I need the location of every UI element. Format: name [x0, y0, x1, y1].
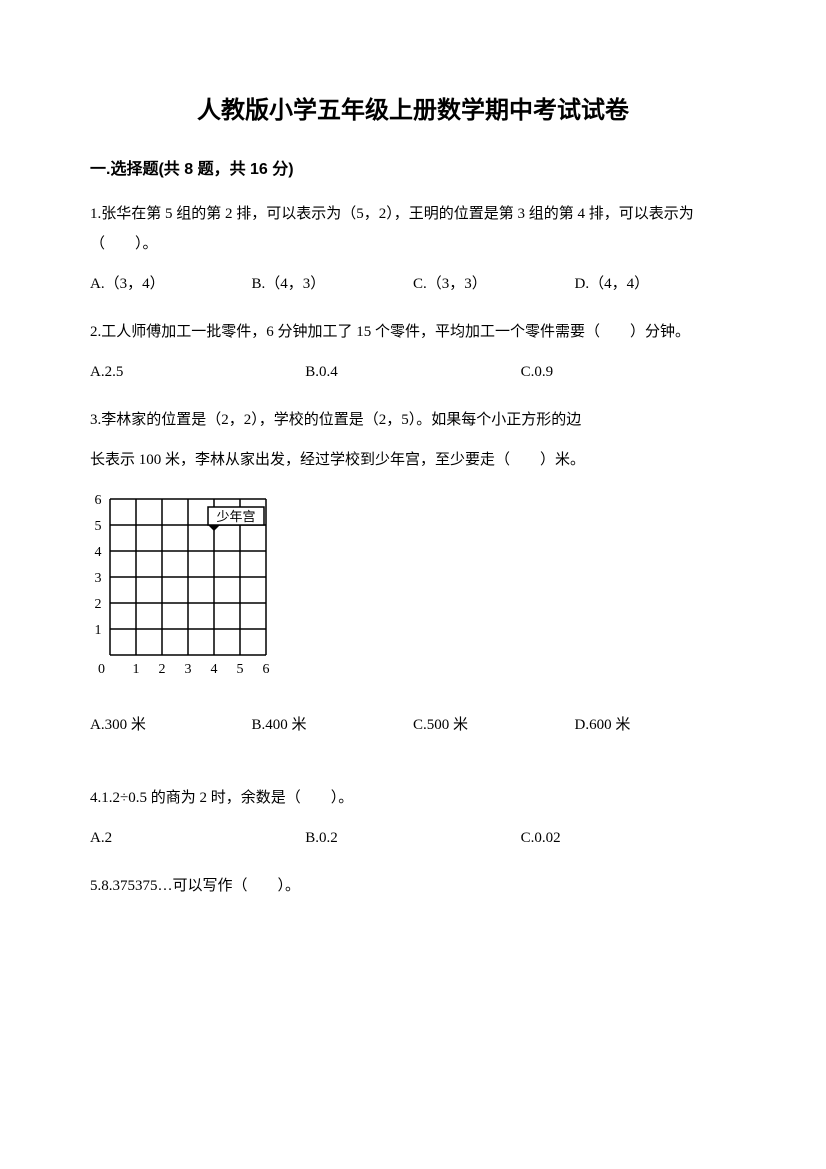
question-3-text-line2: 长表示 100 米，李林从家出发，经过学校到少年宫，至少要走（ ）米。: [90, 445, 736, 475]
q3-option-b: B.400 米: [252, 710, 414, 740]
question-1-text: 1.张华在第 5 组的第 2 排，可以表示为（5，2），王明的位置是第 3 组的…: [90, 199, 736, 259]
question-2-options: A.2.5 B.0.4 C.0.9: [90, 357, 736, 387]
svg-text:少年宫: 少年宫: [216, 509, 255, 524]
q1-option-d: D.（4，4）: [575, 269, 737, 299]
svg-text:4: 4: [211, 662, 218, 677]
q1-option-b: B.（4，3）: [252, 269, 414, 299]
svg-text:2: 2: [95, 597, 102, 612]
page-title: 人教版小学五年级上册数学期中考试试卷: [90, 90, 736, 125]
svg-text:1: 1: [133, 662, 140, 677]
question-1-options: A.（3，4） B.（4，3） C.（3，3） D.（4，4）: [90, 269, 736, 299]
question-5: 5.8.375375…可以写作（ ）。: [90, 871, 736, 901]
svg-text:3: 3: [185, 662, 192, 677]
svg-text:6: 6: [263, 662, 270, 677]
q4-option-a: A.2: [90, 823, 305, 853]
question-5-text: 5.8.375375…可以写作（ ）。: [90, 871, 736, 901]
question-3: 3.李林家的位置是（2，2），学校的位置是（2，5）。如果每个小正方形的边 长表…: [90, 405, 736, 740]
svg-text:5: 5: [95, 519, 102, 534]
section-header: 一.选择题(共 8 题，共 16 分): [90, 155, 736, 179]
q2-option-a: A.2.5: [90, 357, 305, 387]
q3-option-d: D.600 米: [575, 710, 737, 740]
svg-text:5: 5: [237, 662, 244, 677]
question-4-text: 4.1.2÷0.5 的商为 2 时，余数是（ ）。: [90, 783, 736, 813]
svg-text:0: 0: [98, 662, 105, 677]
q4-option-b: B.0.2: [305, 823, 520, 853]
question-4: 4.1.2÷0.5 的商为 2 时，余数是（ ）。 A.2 B.0.2 C.0.…: [90, 783, 736, 853]
svg-text:2: 2: [159, 662, 166, 677]
q2-option-b: B.0.4: [305, 357, 520, 387]
q4-option-c: C.0.02: [521, 823, 736, 853]
svg-text:6: 6: [95, 493, 102, 508]
svg-text:4: 4: [95, 545, 102, 560]
question-4-options: A.2 B.0.2 C.0.02: [90, 823, 736, 853]
question-3-options: A.300 米 B.400 米 C.500 米 D.600 米: [90, 710, 736, 740]
question-2-text: 2.工人师傅加工一批零件，6 分钟加工了 15 个零件，平均加工一个零件需要（ …: [90, 317, 736, 347]
q2-option-c: C.0.9: [521, 357, 736, 387]
grid-svg: 0 1 2 3 4 5 6 1 2 3 4 5 6 少年宫: [90, 485, 290, 685]
question-2: 2.工人师傅加工一批零件，6 分钟加工了 15 个零件，平均加工一个零件需要（ …: [90, 317, 736, 387]
q3-option-c: C.500 米: [413, 710, 575, 740]
q1-option-a: A.（3，4）: [90, 269, 252, 299]
q3-option-a: A.300 米: [90, 710, 252, 740]
grid-chart: 0 1 2 3 4 5 6 1 2 3 4 5 6 少年宫: [90, 485, 736, 685]
svg-text:3: 3: [95, 571, 102, 586]
svg-text:1: 1: [95, 623, 102, 638]
question-1: 1.张华在第 5 组的第 2 排，可以表示为（5，2），王明的位置是第 3 组的…: [90, 199, 736, 299]
q1-option-c: C.（3，3）: [413, 269, 575, 299]
question-3-text-line1: 3.李林家的位置是（2，2），学校的位置是（2，5）。如果每个小正方形的边: [90, 405, 736, 435]
